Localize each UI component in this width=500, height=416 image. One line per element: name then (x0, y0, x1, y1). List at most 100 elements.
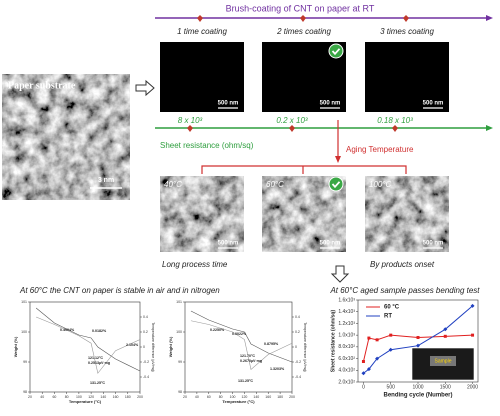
point (367, 336, 371, 340)
x-tick-label: 2000 (467, 384, 478, 390)
scale-label: 3 nm (98, 177, 114, 184)
sem-image (365, 42, 449, 112)
annotation: 0.0182% (92, 329, 107, 333)
point (416, 335, 420, 339)
x-axis-label: Bending cycle (Number) (383, 393, 452, 399)
x-axis-label: Temperature (°C) (69, 399, 102, 404)
check-mark (331, 181, 341, 189)
series-line (190, 310, 293, 363)
check-icon (328, 176, 344, 192)
tick (289, 125, 295, 132)
x-tick-label: 20 (183, 395, 187, 399)
resistance-value: 0.2 x 10³ (276, 116, 307, 125)
y-tick-label: 0 (295, 345, 297, 349)
header-title: Brush-coating of CNT on paper at RT (226, 3, 375, 13)
note: Long process time (162, 260, 228, 269)
aging-bracket (201, 165, 407, 174)
scale-label: 500 nm (320, 101, 341, 107)
annotation: 121.12°C (88, 356, 103, 360)
y-tick-label: 0.2 (143, 330, 148, 334)
y-tick-label: 6.0x10² (338, 356, 355, 362)
coating-label: 2 times coating (276, 27, 331, 36)
series-line (35, 307, 141, 372)
annotation: 1.3203% (270, 367, 285, 371)
substrate-label: Paper substrate (8, 80, 76, 91)
x-tick-label: 60 (207, 395, 211, 399)
y-tick-label: 0 (143, 345, 145, 349)
sem-image (160, 176, 244, 252)
y-tick-label: 100 (176, 330, 182, 334)
y2-axis-label: Temperature difference (µV/mg) (303, 322, 307, 371)
x-tick-label: 160 (113, 395, 119, 399)
annotation: 121.70°C (240, 354, 255, 358)
point (361, 360, 365, 363)
y-tick-label: 101 (21, 300, 27, 304)
arrow (330, 265, 350, 283)
y2-axis-label: Temperature difference (µV/mg) (151, 322, 155, 371)
x-tick-label: 180 (125, 395, 131, 399)
y-tick-label: -0.2 (295, 360, 301, 364)
x-axis-label: Temperature (°C) (222, 399, 255, 404)
x-tick-label: 100 (76, 395, 82, 399)
y-axis-label: Sheet resistance (ohm/sq) (330, 310, 336, 373)
legend-label: 60 °C (384, 305, 400, 311)
resistance-value: 0.18 x 10³ (377, 116, 413, 125)
x-tick-label: 200 (137, 395, 143, 399)
y-tick-label: -0.4 (295, 375, 301, 379)
x-tick-label: 80 (65, 395, 69, 399)
annotation: 0.2250% (210, 328, 225, 332)
point (361, 371, 366, 376)
series-line (35, 316, 141, 374)
x-tick-label: 200 (289, 395, 295, 399)
y-tick-label: 4.0x10² (338, 368, 355, 374)
x-tick-label: 60 (52, 395, 56, 399)
annotation: 0.0022% (232, 332, 247, 336)
tick (187, 125, 193, 132)
y-tick-label: -0.4 (143, 375, 149, 379)
sem-image (365, 176, 449, 252)
sem-image (2, 74, 130, 200)
inset-sample (430, 356, 456, 366)
x-tick-label: 140 (100, 395, 106, 399)
chart-title: At 60°C aged sample passes bending test (329, 286, 480, 295)
x-tick-label: 80 (219, 395, 223, 399)
x-tick-label: 180 (277, 395, 283, 399)
check-icon (328, 43, 344, 59)
x-tick-label: 40 (40, 395, 44, 399)
header-ticks (197, 15, 409, 22)
point (443, 334, 447, 338)
coating-label: 3 times coating (380, 27, 434, 36)
point (388, 347, 393, 352)
y-tick-label: 100 (21, 330, 27, 334)
inset-label: Sample (435, 358, 452, 364)
y-tick-label: 2.0x10² (338, 379, 355, 385)
x-tick-label: 120 (242, 395, 248, 399)
scale-label: 500 nm (218, 101, 239, 107)
resistance-label: Sheet resistance (ohm/sq) (160, 141, 254, 150)
y-tick-label: 99 (23, 360, 27, 364)
y-tick-label: 98 (23, 390, 27, 394)
tick (392, 125, 398, 132)
series-line (190, 320, 293, 371)
x-tick-label: 140 (253, 395, 259, 399)
scale-label: 500 nm (218, 241, 239, 247)
scale-label: 500 nm (423, 241, 444, 247)
sample-label: 40°C (164, 180, 182, 189)
arrow-head (335, 156, 341, 163)
x-tick-label: 100 (230, 395, 236, 399)
y-tick-label: -0.2 (143, 360, 149, 364)
tga-caption: At 60°C the CNT on paper is stable in ai… (19, 286, 220, 295)
point (471, 333, 475, 337)
arrow-head (486, 125, 493, 131)
x-tick-label: 40 (195, 395, 199, 399)
y-tick-label: 8.0x10² (338, 344, 355, 350)
annotation: 0.4904% (60, 328, 75, 332)
point (470, 303, 475, 308)
point (366, 367, 371, 372)
y-axis-label: Weight (%) (13, 336, 18, 357)
annotation: 0.8795% (264, 342, 279, 346)
x-tick-label: 120 (88, 395, 94, 399)
x-tick-label: 0 (362, 384, 365, 390)
point (375, 356, 380, 361)
y-tick-label: 1.2x10³ (338, 321, 355, 327)
